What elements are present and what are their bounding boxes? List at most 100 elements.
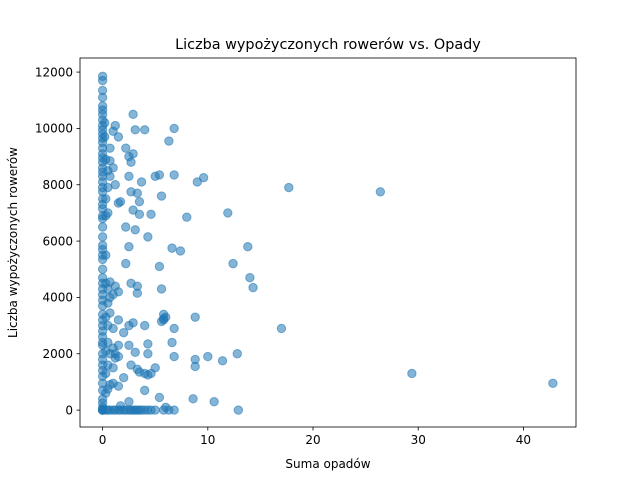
data-point-67 (101, 250, 111, 260)
y-tick-label-0: 0 (65, 403, 73, 417)
data-point-62 (100, 118, 110, 128)
data-point-194 (175, 246, 186, 256)
data-point-71 (101, 368, 111, 379)
data-point-196 (188, 394, 198, 404)
data-point-130 (124, 396, 134, 407)
data-point-113 (113, 381, 124, 391)
data-point-119 (118, 373, 129, 383)
data-point-207 (232, 349, 242, 359)
data-point-174 (154, 261, 165, 272)
x-tick-label-0: 0 (99, 433, 107, 447)
data-point-80 (103, 337, 113, 348)
chart-title: Liczba wypożyczonych rowerów vs. Opady (175, 37, 481, 53)
data-point-107 (113, 132, 124, 142)
y-tick-label-3: 6000 (42, 234, 73, 248)
y-axis: 0 2000 4000 6000 8000 10000 12000 (35, 65, 80, 417)
data-point-173 (154, 170, 165, 180)
data-point-123 (121, 258, 131, 269)
data-point-127 (124, 242, 134, 252)
data-point-206 (228, 258, 238, 269)
data-point-63 (100, 132, 110, 142)
data-point-148 (132, 288, 143, 298)
data-point-121 (121, 143, 131, 153)
data-point-126 (124, 171, 134, 182)
data-point-1 (97, 75, 108, 86)
data-point-162 (143, 232, 153, 242)
data-point-157 (140, 125, 150, 135)
data-point-94 (108, 163, 118, 173)
x-tick-label-1: 10 (200, 433, 215, 447)
data-point-209 (243, 242, 253, 252)
data-point-101 (110, 120, 120, 131)
x-tick-label-2: 20 (305, 433, 320, 447)
data-point-144 (130, 347, 140, 358)
data-point-189 (169, 123, 179, 134)
data-point-86 (105, 171, 115, 182)
data-point-112 (113, 351, 124, 362)
x-axis: 0 10 20 30 40 (99, 427, 531, 447)
data-point-171 (150, 363, 160, 373)
data-point-129 (124, 340, 134, 351)
data-point-175 (154, 392, 165, 403)
data-point-211 (248, 282, 258, 293)
y-tick-label-4: 8000 (42, 178, 73, 192)
data-point-84 (105, 143, 115, 153)
x-tick-label-4: 40 (516, 433, 531, 447)
data-point-76 (103, 208, 113, 218)
data-point-172 (150, 405, 160, 415)
data-point-155 (136, 177, 147, 187)
data-point-177 (156, 284, 167, 294)
data-point-201 (198, 173, 209, 183)
data-point-167 (146, 209, 156, 220)
data-point-98 (108, 363, 118, 373)
data-point-187 (167, 243, 177, 253)
y-axis-label: Liczba wypożyczonych rowerów (6, 147, 20, 338)
data-point-140 (128, 318, 138, 328)
data-point-143 (130, 225, 140, 235)
data-point-65 (101, 194, 111, 204)
data-point-137 (128, 109, 138, 120)
data-point-111 (113, 340, 124, 351)
data-point-3 (97, 92, 108, 103)
data-point-163 (143, 339, 153, 349)
data-point-204 (217, 356, 228, 366)
data-point-118 (118, 327, 129, 338)
data-point-151 (134, 196, 145, 207)
data-point-102 (110, 180, 120, 190)
data-point-192 (169, 351, 179, 362)
data-point-122 (121, 222, 131, 232)
data-point-29 (97, 232, 108, 242)
data-point-215 (407, 368, 417, 379)
data-point-197 (190, 312, 200, 322)
data-point-214 (375, 187, 386, 197)
data-point-139 (128, 205, 138, 215)
data-point-202 (203, 351, 213, 362)
data-point-185 (164, 136, 174, 146)
data-point-110 (113, 315, 124, 325)
data-point-115 (115, 196, 126, 207)
data-point-193 (169, 405, 179, 415)
points-layer (97, 71, 558, 415)
data-point-132 (126, 157, 136, 167)
y-tick-label-5: 10000 (35, 122, 73, 136)
data-point-205 (223, 208, 233, 218)
x-tick-label-3: 30 (411, 433, 426, 447)
data-point-152 (134, 209, 145, 220)
data-point-210 (245, 273, 255, 283)
data-point-158 (140, 320, 150, 331)
data-point-199 (190, 361, 200, 372)
data-point-188 (167, 337, 177, 348)
data-point-183 (161, 312, 171, 322)
data-point-96 (108, 323, 118, 334)
data-point-89 (105, 308, 115, 318)
data-point-212 (276, 323, 287, 334)
data-point-216 (548, 378, 558, 389)
y-tick-label-2: 4000 (42, 291, 73, 305)
data-point-195 (182, 212, 192, 222)
data-point-34 (97, 264, 108, 274)
data-point-160 (140, 385, 150, 396)
data-point-164 (143, 349, 153, 359)
data-point-109 (113, 287, 124, 297)
data-point-213 (284, 182, 294, 193)
